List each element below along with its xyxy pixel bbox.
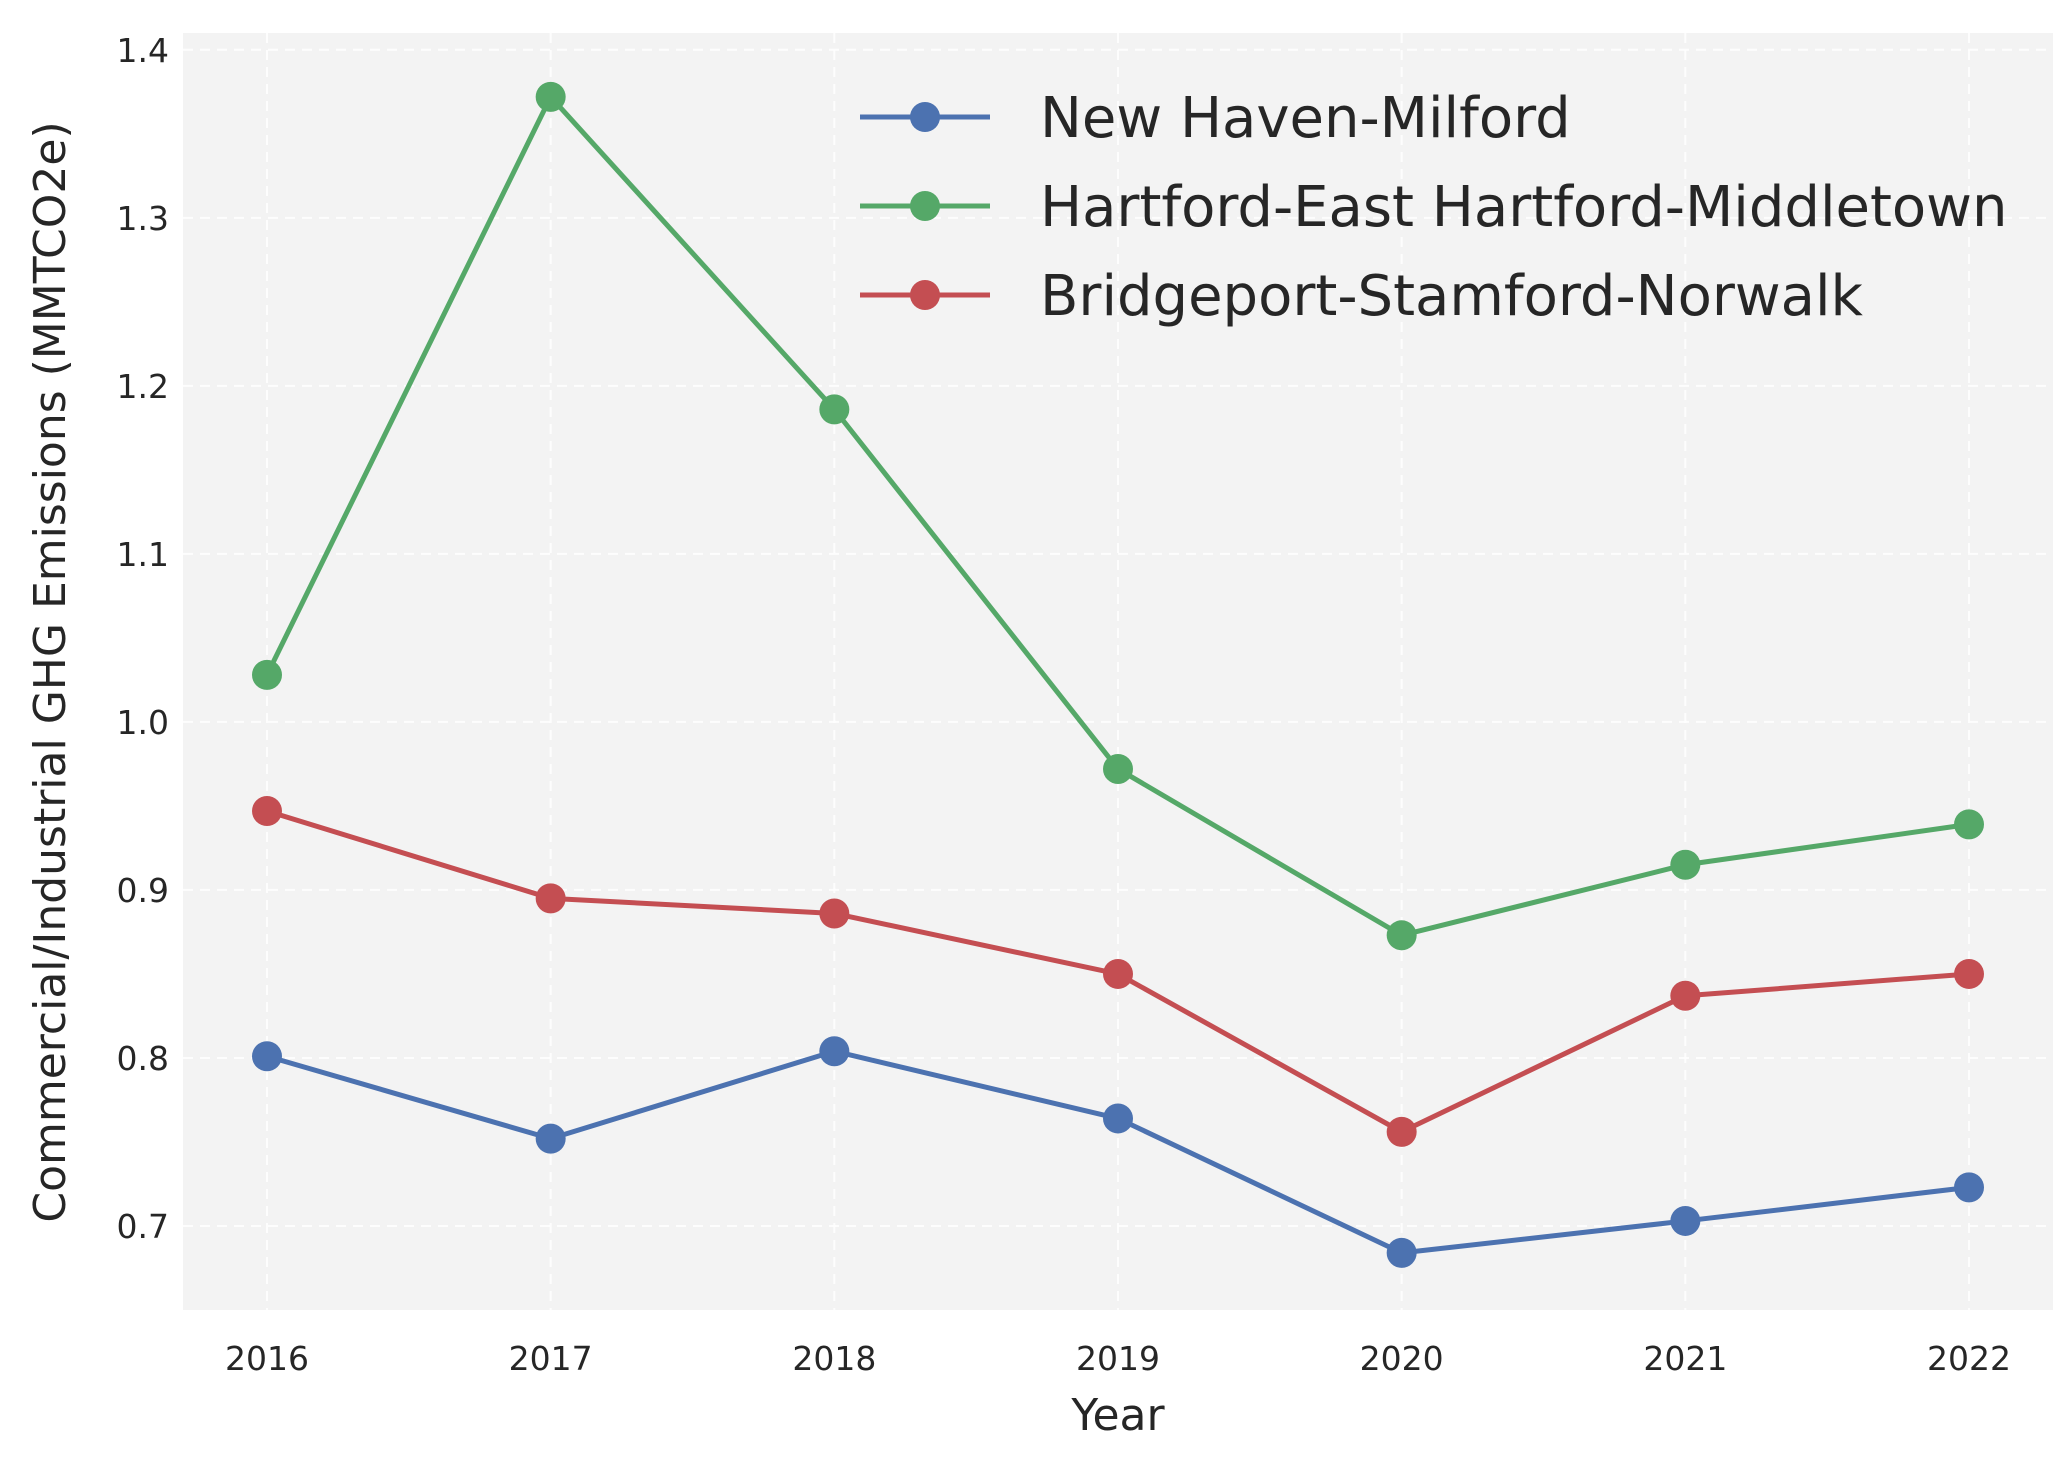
legend-label: New Haven-Milford bbox=[1040, 86, 1571, 151]
y-tick-label: 0.9 bbox=[117, 871, 169, 910]
y-tick-label: 0.7 bbox=[117, 1207, 169, 1246]
x-tick-label: 2020 bbox=[1360, 1339, 1444, 1378]
data-point-hartford-east-hartford-middletown-2022 bbox=[1954, 809, 1984, 840]
x-axis-label: Year bbox=[1070, 1390, 1165, 1441]
data-point-hartford-east-hartford-middletown-2018 bbox=[819, 394, 850, 425]
data-point-hartford-east-hartford-middletown-2016 bbox=[252, 659, 282, 690]
y-tick-label: 0.8 bbox=[117, 1039, 169, 1078]
y-tick-label: 1.3 bbox=[117, 199, 169, 238]
data-point-bridgeport-stamford-norwalk-2022 bbox=[1954, 958, 1984, 989]
series-new-haven-milford bbox=[252, 1036, 1984, 1268]
data-point-new-haven-milford-2022 bbox=[1954, 1172, 1984, 1203]
data-point-new-haven-milford-2020 bbox=[1386, 1237, 1417, 1268]
legend-marker bbox=[910, 102, 940, 132]
y-axis-ticks: 0.7 0.8 0.9 1.0 1.1 1.2 1.3 1.4 bbox=[117, 31, 169, 1246]
series-hartford-east-hartford-middletown bbox=[252, 81, 1984, 951]
data-point-new-haven-milford-2017 bbox=[535, 1123, 566, 1154]
data-point-hartford-east-hartford-middletown-2017 bbox=[535, 81, 566, 112]
y-tick-label: 1.2 bbox=[117, 367, 169, 406]
data-point-new-haven-milford-2019 bbox=[1103, 1103, 1133, 1134]
series-layer bbox=[252, 81, 1984, 1268]
data-point-new-haven-milford-2021 bbox=[1670, 1205, 1701, 1236]
legend-item-hartford-east-hartford-middletown: Hartford-East Hartford-Middletown bbox=[860, 175, 2007, 240]
data-point-bridgeport-stamford-norwalk-2019 bbox=[1103, 958, 1133, 989]
legend-marker bbox=[910, 280, 940, 310]
data-point-new-haven-milford-2018 bbox=[819, 1036, 850, 1067]
data-point-bridgeport-stamford-norwalk-2016 bbox=[252, 795, 282, 826]
data-point-bridgeport-stamford-norwalk-2017 bbox=[535, 883, 566, 914]
legend-item-bridgeport-stamford-norwalk: Bridgeport-Stamford-Norwalk bbox=[860, 264, 1864, 329]
x-tick-label: 2016 bbox=[225, 1339, 309, 1378]
y-tick-label: 1.0 bbox=[117, 703, 169, 742]
legend: New Haven-Milford Hartford-East Hartford-… bbox=[860, 86, 2007, 329]
x-tick-label: 2021 bbox=[1643, 1339, 1727, 1378]
y-tick-label: 1.4 bbox=[117, 31, 169, 70]
data-point-bridgeport-stamford-norwalk-2018 bbox=[819, 898, 850, 929]
data-point-hartford-east-hartford-middletown-2021 bbox=[1670, 849, 1701, 880]
x-tick-label: 2017 bbox=[509, 1339, 593, 1378]
x-tick-label: 2022 bbox=[1927, 1339, 2011, 1378]
y-axis-label: Commercial/Industrial GHG Emissions (MMT… bbox=[25, 121, 76, 1222]
legend-marker bbox=[910, 191, 940, 221]
series-bridgeport-stamford-norwalk bbox=[252, 795, 1984, 1147]
data-point-new-haven-milford-2016 bbox=[252, 1041, 282, 1072]
data-point-bridgeport-stamford-norwalk-2020 bbox=[1386, 1116, 1417, 1147]
data-point-hartford-east-hartford-middletown-2020 bbox=[1386, 920, 1417, 951]
x-axis-ticks: 2016 2017 2018 2019 2020 2021 2022 bbox=[225, 1339, 2011, 1378]
data-point-hartford-east-hartford-middletown-2019 bbox=[1103, 753, 1133, 784]
grid bbox=[183, 33, 2053, 1310]
legend-item-new-haven-milford: New Haven-Milford bbox=[860, 86, 1571, 151]
x-tick-label: 2018 bbox=[792, 1339, 876, 1378]
legend-label: Bridgeport-Stamford-Norwalk bbox=[1040, 264, 1864, 329]
data-point-bridgeport-stamford-norwalk-2021 bbox=[1670, 980, 1701, 1011]
y-tick-label: 1.1 bbox=[117, 535, 169, 574]
x-tick-label: 2019 bbox=[1076, 1339, 1160, 1378]
legend-label: Hartford-East Hartford-Middletown bbox=[1040, 175, 2007, 240]
